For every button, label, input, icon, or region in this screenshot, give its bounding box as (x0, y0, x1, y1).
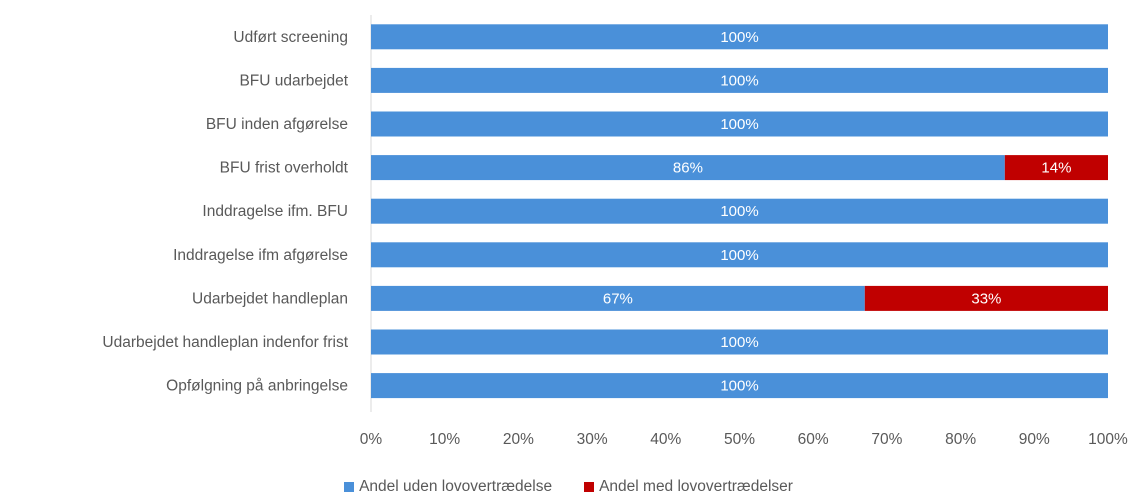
data-label: 100% (720, 29, 758, 46)
data-label: 100% (720, 203, 758, 220)
legend: Andel uden lovovertrædelse Andel med lov… (0, 478, 1137, 496)
data-label: 100% (720, 247, 758, 264)
x-tick-label: 60% (798, 431, 829, 448)
category-labels: Udført screening BFU udarbejdet BFU inden … (102, 29, 348, 395)
data-label: 100% (720, 334, 758, 351)
category-label: Udarbejdet handleplan (192, 290, 348, 307)
data-label: 67% (603, 290, 633, 307)
category-label: Udført screening (233, 29, 348, 46)
data-label: 100% (720, 378, 758, 395)
x-tick-label: 10% (429, 431, 460, 448)
x-tick-label: 100% (1088, 431, 1128, 448)
category-label: Udarbejdet handleplan indenfor frist (102, 334, 348, 351)
data-label: 33% (971, 290, 1001, 307)
x-tick-label: 70% (871, 431, 902, 448)
x-tick-labels: 0% 10% 20% 30% 40% 50% 60% 70% 80% 90% 100% (360, 431, 1128, 448)
category-label: BFU udarbejdet (239, 72, 348, 89)
legend-swatch-med (584, 482, 594, 492)
category-label: BFU frist overholdt (220, 160, 349, 177)
stacked-bar-chart: 100%100%100%86% 14%100%100%67% 33%100%100%… (0, 0, 1137, 470)
x-tick-label: 0% (360, 431, 383, 448)
category-label: Inddragelse ifm. BFU (202, 203, 348, 220)
legend-item-med: Andel med lovovertrædelser (584, 478, 793, 496)
legend-label-uden: Andel uden lovovertrædelse (359, 478, 552, 496)
data-label: 100% (720, 72, 758, 89)
category-label: Opfølgning på anbringelse (166, 378, 348, 395)
data-label: 86% (673, 160, 703, 177)
x-tick-label: 90% (1019, 431, 1050, 448)
bars-group: 100% 100% 100% 86% 14% 100% 100% 67% 33% 100% 100% (371, 24, 1108, 398)
x-tick-label: 80% (945, 431, 976, 448)
category-label: Inddragelse ifm afgørelse (173, 247, 348, 264)
x-tick-label: 20% (503, 431, 534, 448)
legend-item-uden: Andel uden lovovertrædelse (344, 478, 552, 496)
data-label: 14% (1041, 160, 1071, 177)
data-label: 100% (720, 116, 758, 133)
x-tick-label: 30% (577, 431, 608, 448)
category-label: BFU inden afgørelse (206, 116, 348, 133)
legend-label-med: Andel med lovovertrædelser (599, 478, 793, 496)
x-tick-label: 40% (650, 431, 681, 448)
x-tick-label: 50% (724, 431, 755, 448)
legend-swatch-uden (344, 482, 354, 492)
